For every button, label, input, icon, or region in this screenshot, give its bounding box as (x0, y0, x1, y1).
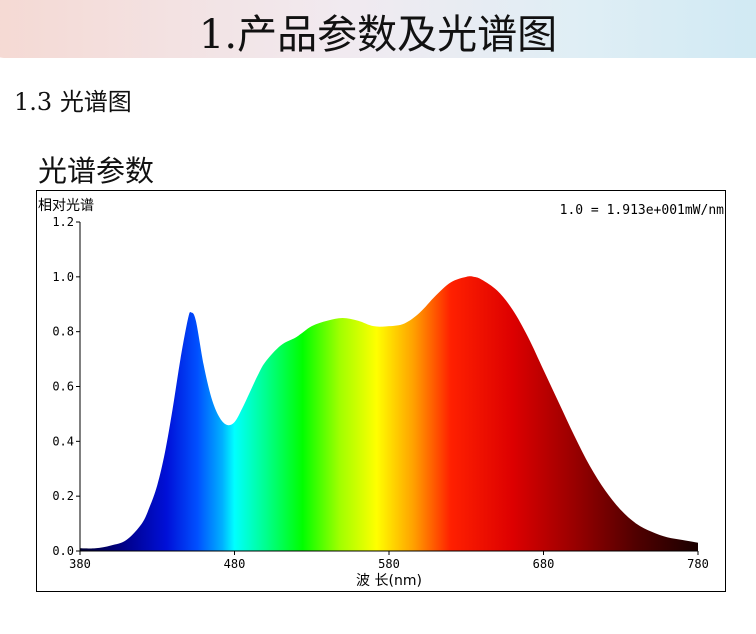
y-axis-label: 相对光谱 (38, 198, 94, 214)
title-banner (0, 0, 756, 58)
x-tick-label: 380 (69, 557, 91, 571)
spectrum-area (80, 276, 698, 551)
y-tick-label: 1.2 (52, 215, 74, 229)
section-title: 光谱图 (59, 88, 132, 116)
y-tick-label: 0.8 (52, 325, 74, 339)
x-axis-label: 波 长(nm) (356, 573, 422, 589)
x-tick-label: 580 (378, 557, 400, 571)
x-tick-label: 480 (224, 557, 246, 571)
section-heading: 1.3 光谱图 (14, 82, 132, 117)
y-tick-label: 0.2 (52, 489, 74, 503)
y-tick-label: 0.0 (52, 544, 74, 558)
chart-heading: 光谱参数 (38, 154, 155, 188)
chart-frame (36, 190, 726, 592)
x-tick-label: 680 (533, 557, 555, 571)
section-number: 1.3 (14, 88, 53, 116)
y-tick-label: 0.4 (52, 434, 74, 448)
y-tick-label: 1.0 (52, 270, 74, 284)
x-tick-label: 780 (687, 557, 709, 571)
scale-annotation: 1.0 = 1.913e+001mW/nm (560, 203, 725, 218)
chart-axes: 0.0 0.2 0.4 0.6 0.8 1.0 1.2 380 480 580 680 780 (52, 215, 709, 571)
page-title: 1.产品参数及光谱图 (198, 12, 558, 58)
y-tick-label: 0.6 (52, 380, 74, 394)
